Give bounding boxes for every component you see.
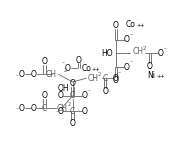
Text: 2: 2 — [68, 102, 71, 107]
Text: ⁻: ⁻ — [164, 48, 167, 53]
Text: CH: CH — [88, 74, 99, 83]
Text: O: O — [113, 74, 119, 83]
Text: O: O — [102, 87, 108, 96]
Text: 2: 2 — [63, 68, 67, 73]
Text: CH: CH — [46, 70, 57, 79]
Text: ⁻: ⁻ — [88, 90, 91, 95]
Text: ⁻: ⁻ — [15, 109, 18, 114]
Text: O: O — [76, 56, 82, 65]
Text: O: O — [65, 64, 71, 73]
Text: HO: HO — [101, 49, 113, 58]
Text: OH: OH — [58, 84, 69, 93]
Text: ⁻: ⁻ — [130, 62, 133, 67]
Text: ⁻: ⁻ — [62, 62, 65, 68]
Text: ++: ++ — [156, 73, 165, 78]
Text: C: C — [70, 91, 75, 100]
Text: O: O — [124, 35, 130, 44]
Text: Co: Co — [82, 64, 92, 73]
Text: CH: CH — [133, 47, 144, 57]
Text: O: O — [31, 104, 37, 113]
Text: O: O — [18, 104, 24, 113]
Text: O: O — [42, 57, 48, 66]
Text: ⁻: ⁻ — [55, 112, 59, 117]
Text: O: O — [147, 62, 153, 71]
Text: ++: ++ — [91, 67, 100, 72]
Text: O: O — [31, 70, 37, 79]
Text: C: C — [70, 107, 75, 116]
Text: C: C — [103, 74, 108, 83]
Text: O: O — [57, 107, 63, 116]
Text: 2: 2 — [97, 72, 101, 77]
Text: Ni: Ni — [147, 70, 155, 80]
Text: 2: 2 — [142, 46, 146, 51]
Text: O: O — [57, 91, 63, 100]
Text: O: O — [42, 91, 48, 100]
Text: ⁻: ⁻ — [117, 73, 121, 78]
Text: O: O — [113, 21, 119, 30]
Text: Co: Co — [126, 20, 136, 29]
Text: ⁻: ⁻ — [15, 75, 18, 80]
Text: O: O — [18, 70, 24, 79]
Text: O: O — [70, 79, 75, 88]
Text: CH: CH — [56, 104, 67, 113]
Text: O: O — [70, 119, 75, 128]
Text: O: O — [113, 76, 119, 85]
Text: C: C — [42, 104, 47, 113]
Text: O: O — [82, 91, 88, 100]
Text: ⁻: ⁻ — [130, 34, 133, 39]
Text: ++: ++ — [137, 23, 145, 28]
Text: O: O — [82, 107, 88, 116]
Text: O: O — [158, 49, 164, 58]
Text: O: O — [124, 63, 130, 72]
